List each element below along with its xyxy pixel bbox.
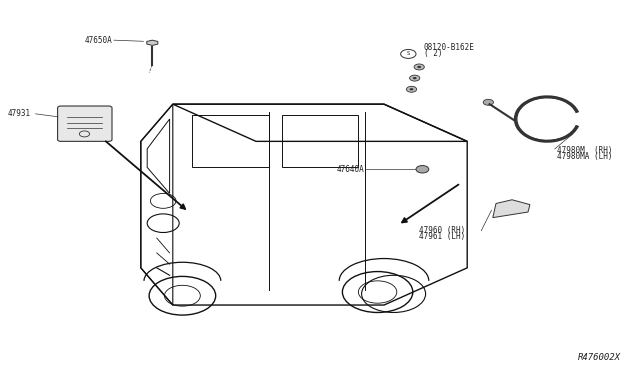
Text: 08120-B162E: 08120-B162E [424,43,474,52]
Text: 47650A: 47650A [84,36,112,45]
Text: 47640A: 47640A [337,165,365,174]
Text: S: S [406,51,410,57]
Circle shape [410,88,413,90]
Circle shape [417,66,421,68]
Text: 47980M  (RH): 47980M (RH) [557,146,612,155]
Text: R476002X: R476002X [578,353,621,362]
Polygon shape [493,200,530,218]
Text: 47931: 47931 [8,109,31,118]
Circle shape [416,166,429,173]
Circle shape [413,77,417,79]
Text: 47960 (RH): 47960 (RH) [419,226,465,235]
Circle shape [410,75,420,81]
Polygon shape [147,40,158,45]
Circle shape [406,86,417,92]
Circle shape [414,64,424,70]
FancyBboxPatch shape [58,106,112,141]
Text: ( 2): ( 2) [424,49,442,58]
Text: 47980MA (LH): 47980MA (LH) [557,153,612,161]
Circle shape [483,99,493,105]
Text: 47961 (LH): 47961 (LH) [419,232,465,241]
